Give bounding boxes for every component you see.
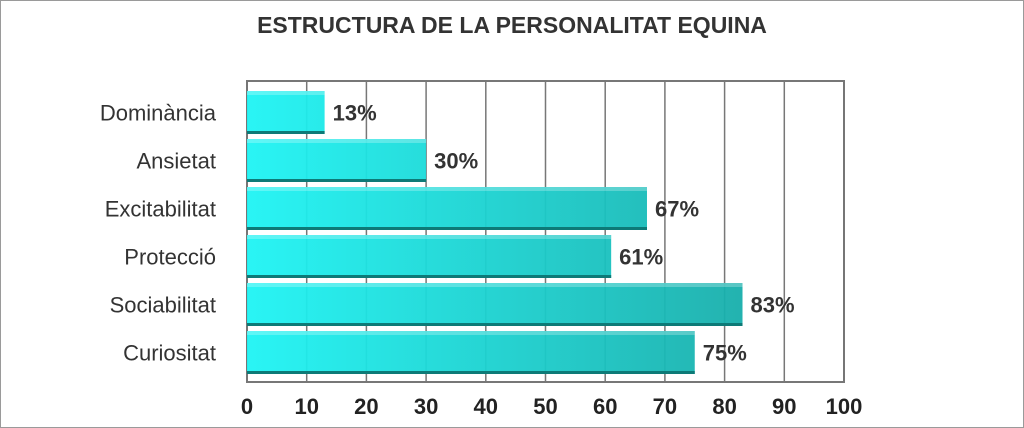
bar — [247, 91, 325, 134]
bar — [247, 139, 427, 182]
x-tick-label: 30 — [414, 394, 438, 419]
bar-highlight — [247, 187, 647, 191]
bar — [247, 283, 743, 326]
x-tick-label: 80 — [712, 394, 736, 419]
bar — [247, 235, 612, 278]
bar-highlight — [247, 331, 695, 335]
bar-shadow — [247, 275, 612, 278]
value-label: 61% — [619, 245, 663, 270]
chart-title: ESTRUCTURA DE LA PERSONALITAT EQUINA — [257, 12, 767, 38]
x-tick-label: 100 — [826, 394, 863, 419]
x-tick-label: 90 — [772, 394, 796, 419]
bar-highlight — [247, 235, 612, 239]
bar-highlight — [247, 139, 427, 143]
value-label: 67% — [655, 197, 699, 222]
x-tick-label: 60 — [593, 394, 617, 419]
category-label: Curiositat — [123, 341, 216, 366]
bar-shadow — [247, 131, 325, 134]
bar — [247, 187, 647, 230]
x-tick-label: 40 — [474, 394, 498, 419]
bar-highlight — [247, 91, 325, 95]
value-label: 30% — [434, 149, 478, 174]
bar-shadow — [247, 371, 695, 374]
bar-shadow — [247, 227, 647, 230]
bar-shadow — [247, 179, 427, 182]
x-tick-label: 20 — [354, 394, 378, 419]
category-label: Protecció — [124, 245, 216, 270]
x-tick-label: 70 — [653, 394, 677, 419]
bar-shadow — [247, 323, 743, 326]
category-label: Ansietat — [137, 149, 217, 174]
category-label: Dominància — [100, 101, 217, 126]
x-tick-label: 0 — [241, 394, 253, 419]
value-label: 13% — [333, 101, 377, 126]
bar-highlight — [247, 283, 743, 287]
x-tick-label: 10 — [294, 394, 318, 419]
value-label: 75% — [703, 341, 747, 366]
value-label: 83% — [751, 293, 795, 318]
category-label: Excitabilitat — [105, 197, 216, 222]
x-tick-label: 50 — [533, 394, 557, 419]
bar — [247, 331, 695, 374]
category-label: Sociabilitat — [110, 293, 216, 318]
